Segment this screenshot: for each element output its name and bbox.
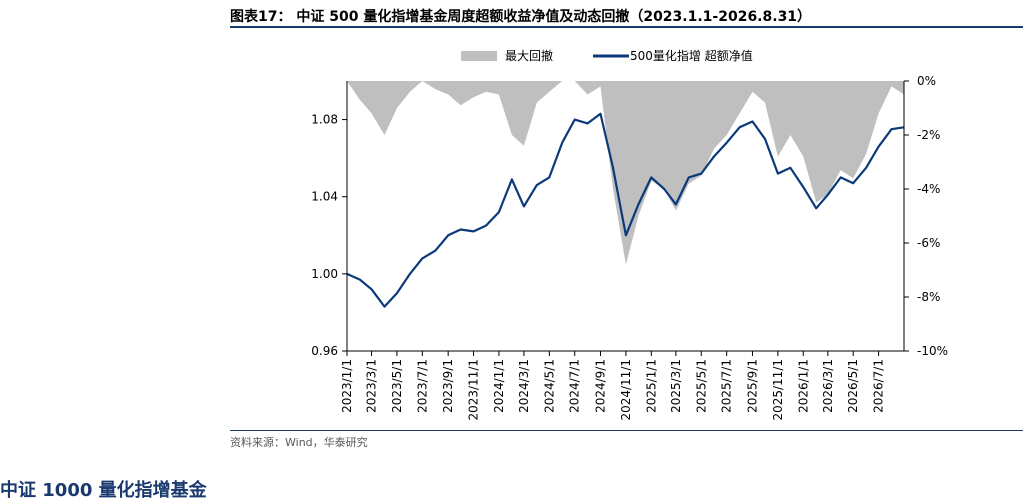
left-tick-label: 1.04 <box>311 190 338 204</box>
drawdown-nav-chart: 0.96 1.00 1.04 1.08 0% -2% -4% -6% -8% -10% 2023/1… <box>311 48 948 421</box>
x-tick-label: 2024/7/1 <box>568 359 582 413</box>
x-tick-label: 2025/3/1 <box>669 359 683 413</box>
legend-nav-label: 500量化指增 超额净值 <box>630 48 753 63</box>
x-tick-label: 2025/7/1 <box>720 359 734 413</box>
x-tick-label: 2026/3/1 <box>821 359 835 413</box>
left-tick-label: 1.08 <box>311 113 338 127</box>
x-tick-label: 2024/1/1 <box>492 359 506 413</box>
x-tick-label: 2023/3/1 <box>365 359 379 413</box>
x-tick-label: 2024/9/1 <box>594 359 608 413</box>
legend-drawdown-label: 最大回撤 <box>505 48 553 63</box>
drawdown-area <box>347 81 904 265</box>
next-section-heading: 中证 1000 量化指增基金 <box>0 480 207 501</box>
right-tick-label: -8% <box>917 290 940 304</box>
x-tick-label: 2025/9/1 <box>746 359 760 413</box>
right-tick-label: -10% <box>917 344 948 358</box>
x-tick-label: 2025/5/1 <box>694 359 708 413</box>
right-tick-label: -2% <box>917 128 940 142</box>
right-tick-label: -6% <box>917 236 940 250</box>
x-tick-label: 2025/11/1 <box>771 359 785 421</box>
x-tick-label: 2023/9/1 <box>441 359 455 413</box>
left-tick-label: 1.00 <box>311 267 338 281</box>
right-tick-label: -4% <box>917 182 940 196</box>
x-tick-label: 2023/5/1 <box>390 359 404 413</box>
x-tick-label: 2024/5/1 <box>542 359 556 413</box>
title-rule <box>230 26 1023 28</box>
nav-line <box>346 112 905 308</box>
x-tick-label: 2023/1/1 <box>340 359 354 413</box>
left-tick-label: 0.96 <box>311 344 338 358</box>
source-note: 资料来源：Wind，华泰研究 <box>230 436 368 449</box>
x-tick-label: 2026/7/1 <box>872 359 886 413</box>
x-tick-label: 2026/5/1 <box>846 359 860 413</box>
x-tick-label: 2023/7/1 <box>415 359 429 413</box>
x-tick-label: 2026/1/1 <box>796 359 810 413</box>
x-tick-label: 2025/1/1 <box>644 359 658 413</box>
x-tick-label: 2024/11/1 <box>619 359 633 421</box>
right-tick-label: 0% <box>917 74 936 88</box>
source-rule <box>230 430 1023 431</box>
x-tick-label: 2023/11/1 <box>467 359 481 421</box>
figure-title: 图表17： 中证 500 量化指增基金周度超额收益净值及动态回撤（2023.1.… <box>230 9 812 25</box>
legend-drawdown-swatch <box>461 51 497 61</box>
x-tick-label: 2024/3/1 <box>517 359 531 413</box>
